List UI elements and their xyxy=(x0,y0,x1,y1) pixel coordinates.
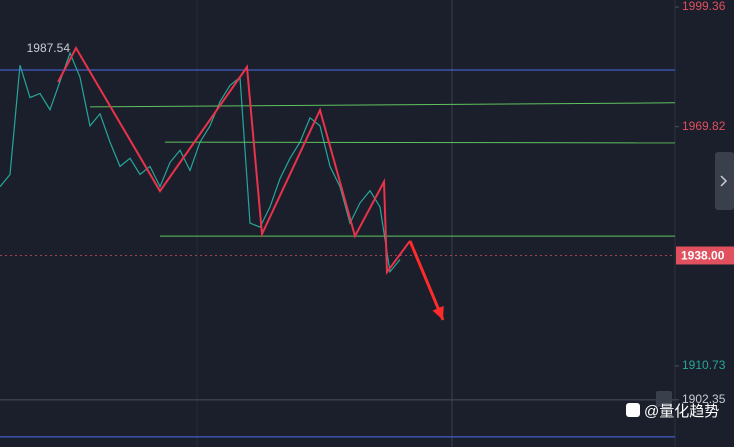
price-label: 1938.00 xyxy=(681,249,725,263)
y-tick-label: 1969.82 xyxy=(682,119,726,133)
series-line xyxy=(57,45,411,276)
price-box xyxy=(676,246,734,265)
expand-button[interactable] xyxy=(715,152,734,210)
series-line xyxy=(164,141,676,144)
series-line xyxy=(89,102,676,108)
watermark-logo xyxy=(626,403,640,417)
watermark: @量化趋势 xyxy=(644,403,719,420)
arrow-head xyxy=(432,305,444,320)
y-tick-label: 1999.36 xyxy=(682,0,726,13)
annotation: 1987.54 xyxy=(27,41,71,55)
alert-button[interactable] xyxy=(656,391,672,407)
series-line xyxy=(408,240,445,321)
chevron-icon xyxy=(720,175,728,187)
plot xyxy=(0,6,679,438)
y-tick-label: 1910.73 xyxy=(682,358,726,372)
y-tick-label: 1902.35 xyxy=(682,392,726,406)
